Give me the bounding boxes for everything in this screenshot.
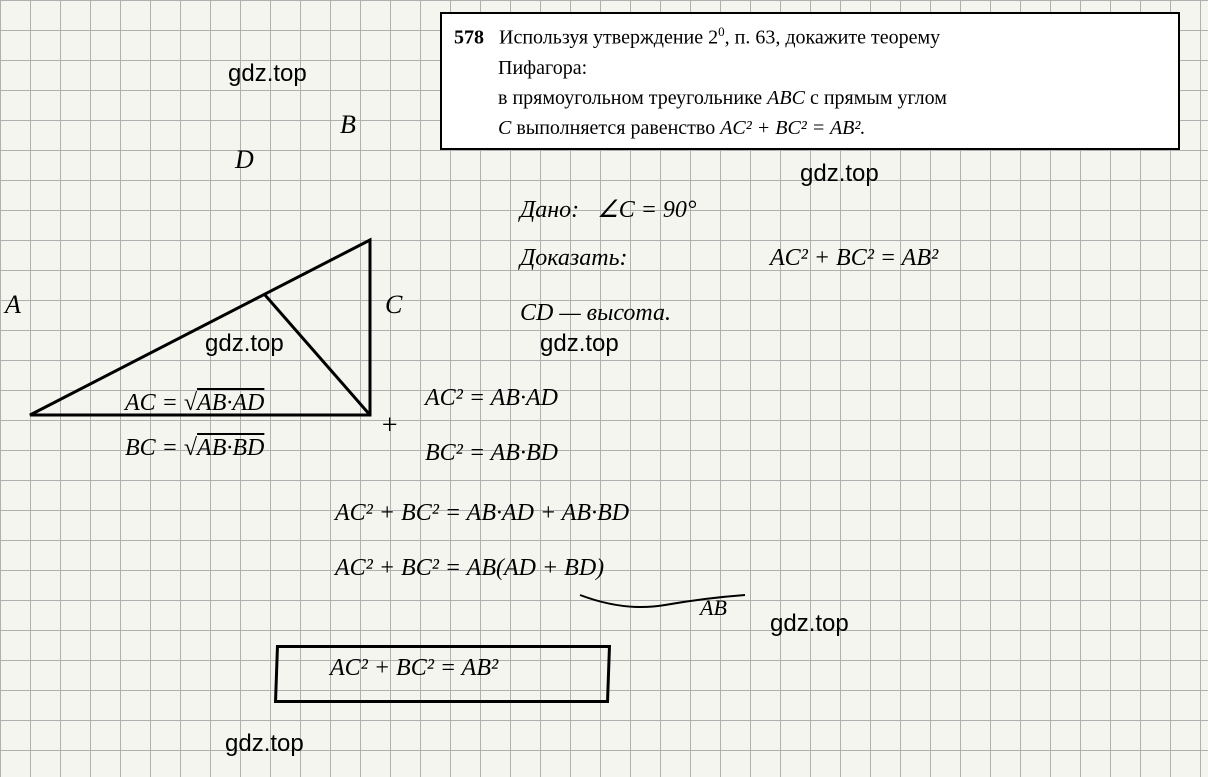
triangle-diagram [10,110,430,430]
watermark-5: gdz.top [770,610,849,638]
vertex-b: B [340,110,356,140]
watermark-2: gdz.top [800,160,879,188]
watermark-1: gdz.top [228,60,307,88]
given-label: Дано: ∠C = 90° [520,195,697,224]
ac-sqrt-content: AB·AD [197,390,264,416]
formula-bc-sq: BC² = AB·BD [425,440,558,467]
brace-svg [575,590,755,625]
vertex-a: A [5,290,21,320]
vertex-d: D [235,145,254,175]
problem-text4: выполняется равенство [511,117,720,139]
problem-text3b: с прямым углом [805,87,947,109]
bc-eq: BC = √ [125,435,197,461]
watermark-4: gdz.top [540,330,619,358]
problem-abc: ABC [767,87,805,109]
problem-line3: в прямоугольном треугольнике ABC с прямы… [454,83,1166,113]
result-formula: AC² + BC² = AB² [330,655,498,682]
formula-ac-sq: AC² = AB·AD [425,385,558,412]
problem-line4: C выполняется равенство AC² + BC² = AB². [454,113,1166,143]
problem-line1: 578 Используя утверждение 20, п. 63, док… [454,22,1166,53]
prove-content: AC² + BC² = AB² [770,245,938,272]
problem-text1a: Используя утверждение 2 [499,27,718,49]
altitude-note: CD — высота. [520,300,671,327]
watermark-3: gdz.top [205,330,284,358]
vertex-c: C [385,290,402,320]
problem-line2: Пифагора: [454,53,1166,83]
prove-label: Доказать: [520,245,628,272]
ac-eq: AC = √ [125,390,197,416]
bc-sqrt-content: AB·BD [197,435,264,461]
formula-sum1: AC² + BC² = AB·AD + AB·BD [335,500,629,527]
formula-bc-sqrt: BC = √AB·BD [125,435,264,462]
problem-text1b: , п. 63, докажите теорему [725,27,940,49]
watermark-6: gdz.top [225,730,304,758]
problem-text3a: в прямоугольном треугольнике [498,87,767,109]
problem-c: C [498,117,511,139]
plus-connector: + [380,410,399,442]
given-word: Дано: [520,197,579,223]
formula-ac-sqrt: AC = √AB·AD [125,390,264,417]
ab-annotation: AB [700,595,727,621]
triangle-abc [30,240,370,415]
given-content: ∠C = 90° [597,197,696,223]
problem-statement: 578 Используя утверждение 20, п. 63, док… [440,12,1180,150]
formula-sum2: AC² + BC² = AB(AD + BD) [335,555,604,582]
problem-number: 578 [454,27,484,49]
problem-equation: AC² + BC² = AB². [720,117,865,139]
